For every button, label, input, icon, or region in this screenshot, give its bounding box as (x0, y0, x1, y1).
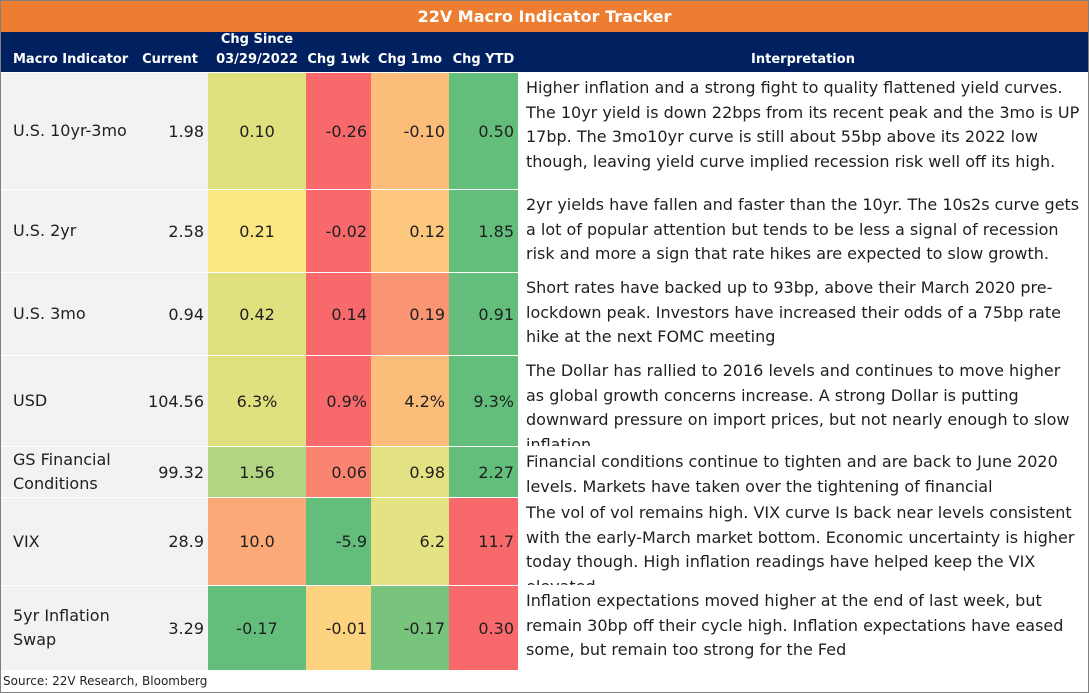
indicator-name: U.S. 2yr (13, 221, 77, 240)
current-value: 28.9 (168, 532, 204, 551)
chg-since-value: 0.42 (208, 273, 306, 355)
chg-1mo-value: -0.10 (371, 73, 449, 189)
indicator-name: 5yr Inflation Swap (1, 586, 138, 670)
header-chg-1mo: Chg 1mo (377, 52, 443, 67)
current-value: 3.29 (168, 618, 204, 638)
table-row: U.S. 3mo 0.94 0.42 0.14 0.19 0.91 Short … (1, 272, 1088, 355)
indicator-name-line1: GS Financial (13, 450, 111, 469)
header-chg-since-line2: 03/29/2022 (216, 52, 298, 67)
current-value: 104.56 (148, 391, 204, 411)
chg-since-value: 0.21 (208, 190, 306, 272)
current-value: 99.32 (158, 462, 204, 482)
chg-1wk-value: 0.06 (306, 447, 371, 497)
chg-ytd-value: 0.91 (449, 273, 518, 355)
header-interpretation: Interpretation (751, 52, 855, 67)
interpretation-text: Higher inflation and a strong fight to q… (518, 73, 1088, 189)
chg-ytd-value: 9.3% (449, 356, 518, 446)
chg-1mo-value: -0.17 (371, 586, 449, 670)
indicator-name: U.S. 3mo (13, 304, 86, 323)
interpretation-text: Short rates have backed up to 93bp, abov… (518, 273, 1088, 355)
table-row: 5yr Inflation Swap 3.29 -0.17 -0.01 -0.1… (1, 585, 1088, 670)
chg-1mo-value: 6.2 (371, 498, 449, 585)
interpretation-text: The Dollar has rallied to 2016 levels an… (518, 356, 1088, 454)
interpretation-text: 2yr yields have fallen and faster than t… (518, 190, 1088, 272)
interpretation-text: The vol of vol remains high. VIX curve I… (518, 498, 1088, 596)
chg-ytd-value: 0.50 (449, 73, 518, 189)
indicator-name: USD (13, 391, 48, 410)
current-value: 0.94 (168, 304, 204, 324)
chg-ytd-value: 11.7 (449, 498, 518, 585)
chg-1wk-value: -0.02 (306, 190, 371, 272)
chg-ytd-value: 1.85 (449, 190, 518, 272)
chg-1wk-value: 0.9% (306, 356, 371, 446)
header-chg-since: Chg Since 03/29/2022 (208, 32, 306, 72)
chg-ytd-value: 0.30 (449, 586, 518, 670)
chg-1wk-value: -0.26 (306, 73, 371, 189)
current-value: 2.58 (168, 221, 204, 241)
chg-1mo-value: 0.98 (371, 447, 449, 497)
chg-1wk-value: 0.14 (306, 273, 371, 355)
chg-since-value: -0.17 (208, 586, 306, 670)
chg-since-value: 1.56 (208, 447, 306, 497)
chg-ytd-value: 2.27 (449, 447, 518, 497)
table-title: 22V Macro Indicator Tracker (1, 1, 1088, 32)
indicator-name-line2: Swap (13, 630, 57, 649)
table-row: GS Financial Conditions 99.32 1.56 0.06 … (1, 446, 1088, 520)
chg-1mo-value: 0.19 (371, 273, 449, 355)
chg-since-value: 10.0 (208, 498, 306, 585)
interpretation-text: Inflation expectations moved higher at t… (518, 586, 1088, 670)
chg-1wk-value: -5.9 (306, 498, 371, 585)
chg-since-value: 0.10 (208, 73, 306, 189)
header-chg-ytd: Chg YTD (452, 52, 515, 67)
header-indicator: Macro Indicator (13, 52, 129, 67)
interpretation-text: Financial conditions continue to tighten… (518, 447, 1088, 520)
table-row: U.S. 2yr 2.58 0.21 -0.02 0.12 1.85 2yr y… (1, 189, 1088, 272)
table-header: Macro Indicator Current Chg Since 03/29/… (1, 32, 1088, 72)
header-chg-1wk: Chg 1wk (307, 52, 370, 67)
header-chg-since-line1: Chg Since (220, 32, 294, 47)
chg-1mo-value: 0.12 (371, 190, 449, 272)
table-row: U.S. 10yr-3mo 1.98 0.10 -0.26 -0.10 0.50… (1, 72, 1088, 189)
indicator-name-line1: 5yr Inflation (13, 606, 110, 625)
source-footnote: Source: 22V Research, Bloomberg (3, 674, 208, 688)
table-row: VIX 28.9 10.0 -5.9 6.2 11.7 The vol of v… (1, 497, 1088, 596)
indicator-name: U.S. 10yr-3mo (13, 121, 127, 140)
indicator-name: VIX (13, 531, 40, 551)
indicator-name-line2: Conditions (13, 474, 98, 493)
indicator-name: GS Financial Conditions (1, 447, 138, 497)
table-row: USD 104.56 6.3% 0.9% 4.2% 9.3% The Dolla… (1, 355, 1088, 454)
current-value: 1.98 (168, 121, 204, 141)
header-current: Current (142, 52, 198, 67)
chg-1mo-value: 4.2% (371, 356, 449, 446)
chg-1wk-value: -0.01 (306, 586, 371, 670)
chg-since-value: 6.3% (208, 356, 306, 446)
